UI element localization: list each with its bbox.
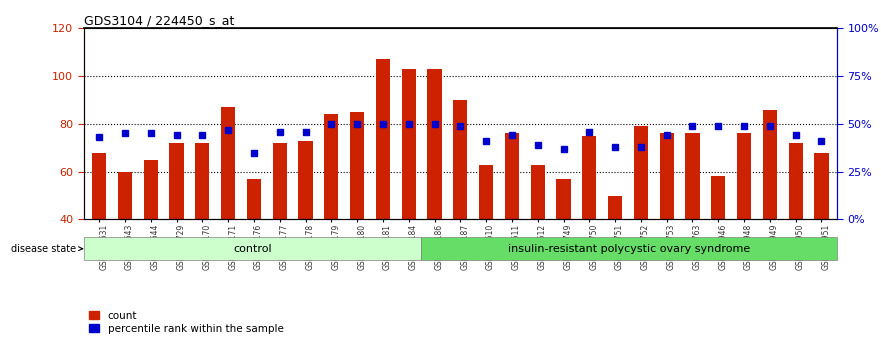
Text: control: control	[233, 244, 272, 254]
Bar	[582, 136, 596, 219]
Text: disease state: disease state	[11, 244, 83, 254]
Bar	[633, 126, 648, 219]
Bar	[505, 133, 519, 219]
Bar	[788, 143, 803, 219]
Bar	[453, 100, 468, 219]
Text: insulin-resistant polycystic ovary syndrome: insulin-resistant polycystic ovary syndr…	[508, 244, 751, 254]
Bar	[608, 195, 622, 219]
Bar	[93, 153, 107, 219]
Bar	[84, 237, 421, 260]
Bar	[530, 165, 544, 219]
Bar	[376, 59, 390, 219]
Bar	[763, 110, 777, 219]
Bar	[169, 143, 183, 219]
Bar	[711, 176, 725, 219]
Bar	[299, 141, 313, 219]
Bar	[479, 165, 493, 219]
Legend: count, percentile rank within the sample: count, percentile rank within the sample	[89, 310, 284, 334]
Bar	[814, 153, 828, 219]
Bar	[402, 69, 416, 219]
Bar	[118, 172, 132, 219]
Bar	[737, 133, 751, 219]
Bar	[196, 143, 210, 219]
Bar	[221, 107, 235, 219]
Bar	[247, 179, 261, 219]
Text: GDS3104 / 224450_s_at: GDS3104 / 224450_s_at	[84, 14, 234, 27]
Bar	[350, 112, 364, 219]
Bar	[685, 133, 700, 219]
Bar	[427, 69, 441, 219]
Bar	[421, 237, 837, 260]
Bar	[660, 133, 674, 219]
Bar	[557, 179, 571, 219]
Bar	[144, 160, 158, 219]
Bar	[324, 114, 338, 219]
Bar	[272, 143, 287, 219]
